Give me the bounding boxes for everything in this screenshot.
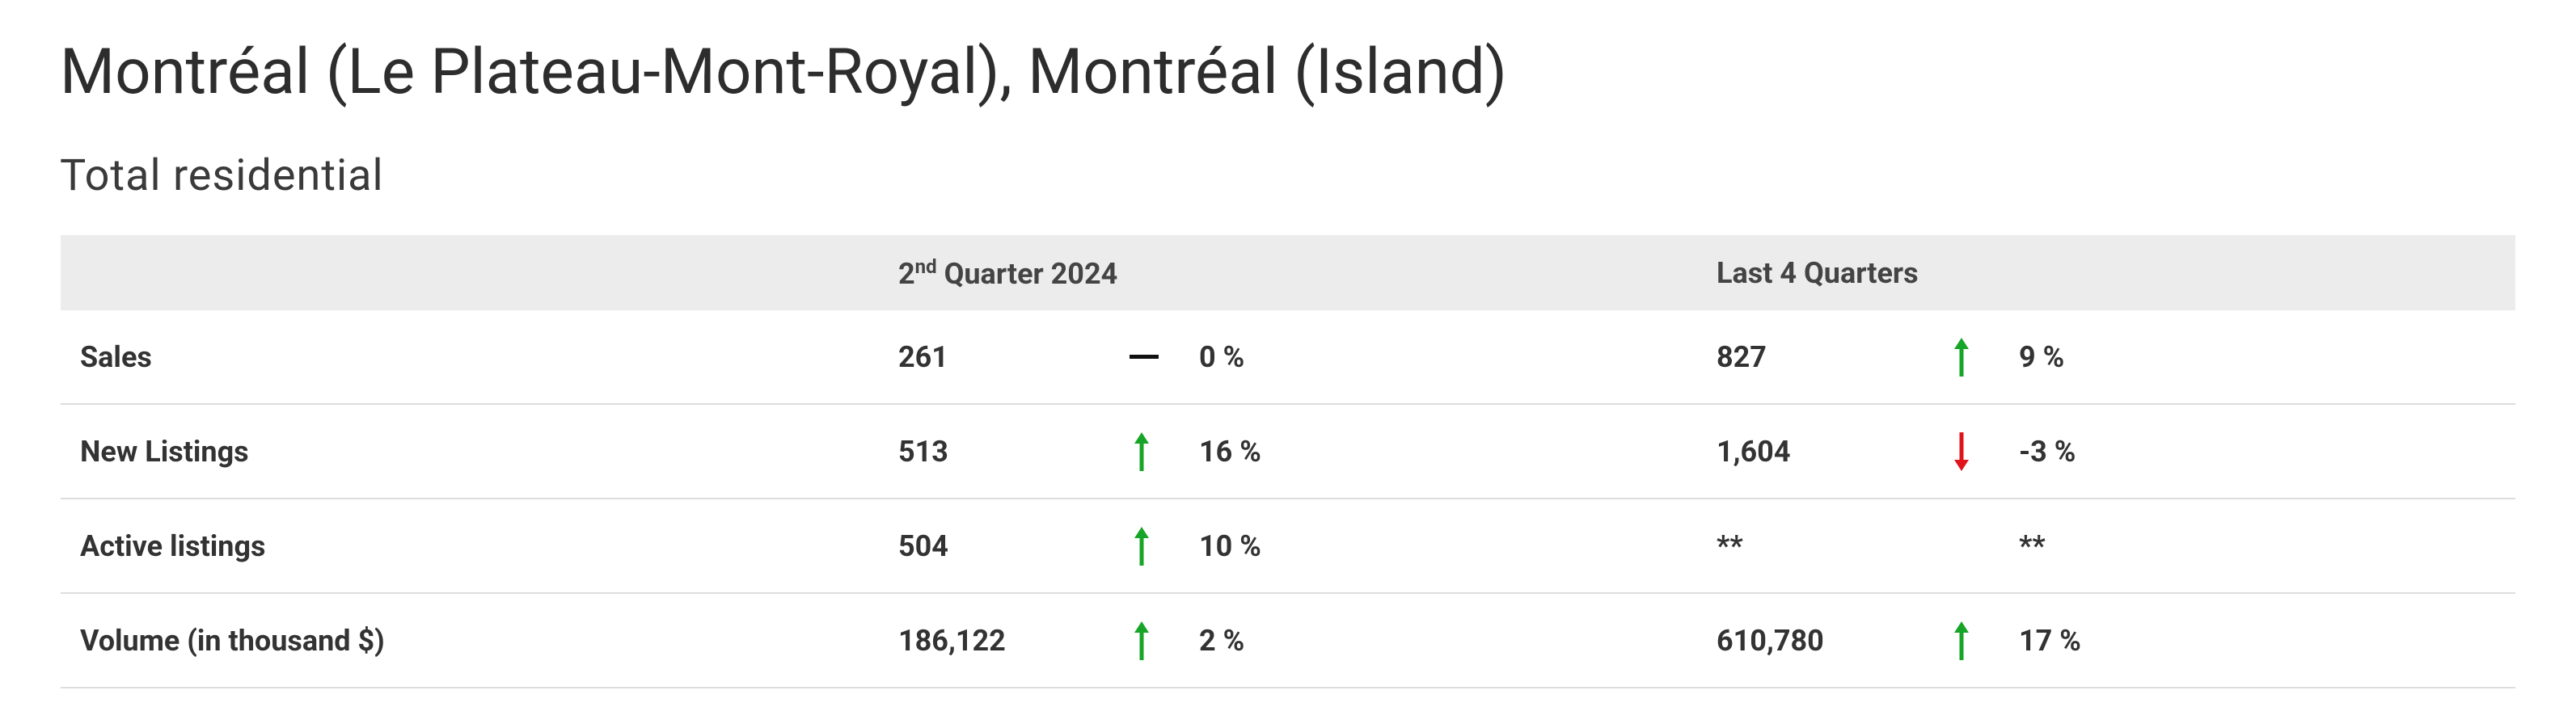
stats-table: 2nd Quarter 2024 Last 4 Quarters Sales 26… xyxy=(61,235,2515,688)
row-label: New Listings xyxy=(80,434,249,469)
page-title: Montréal (Le Plateau-Mont-Royal), Montré… xyxy=(60,36,1507,109)
table-row: Active listings 504 10 % ** ** xyxy=(61,499,2515,594)
cell-value: 186,122 xyxy=(898,623,1006,658)
trend-icon xyxy=(1954,621,1969,660)
row-label: Active listings xyxy=(80,528,266,563)
table-header: 2nd Quarter 2024 Last 4 Quarters xyxy=(61,235,2515,310)
row-label: Sales xyxy=(80,339,152,374)
cell-value: 827 xyxy=(1717,339,1767,374)
table-row: Volume (in thousand $) 186,122 2 % 610,780 1… xyxy=(61,594,2515,688)
cell-change: 9 % xyxy=(2019,339,2065,374)
cell-value: ** xyxy=(1717,528,1743,563)
cell-value: 261 xyxy=(898,339,948,374)
trend-icon xyxy=(1134,621,1149,660)
cell-change: 2 % xyxy=(1199,623,1245,658)
trend-icon xyxy=(1134,526,1149,566)
page-subtitle: Total residential xyxy=(60,150,384,201)
cell-change: 16 % xyxy=(1199,434,1261,469)
header-suffix: nd xyxy=(914,255,937,278)
trend-icon xyxy=(1130,354,1159,359)
column-header: 2nd Quarter 2024 xyxy=(898,255,1117,291)
cell-value: 504 xyxy=(898,528,948,563)
cell-value: 513 xyxy=(898,434,948,469)
cell-change: 0 % xyxy=(1199,339,1245,374)
table-row: New Listings 513 16 % 1,604 -3 % xyxy=(61,405,2515,499)
header-number: 2 xyxy=(898,256,915,291)
trend-icon xyxy=(1134,431,1149,471)
table-row: Sales 261 0 % 827 9 % xyxy=(61,310,2515,405)
cell-value: 610,780 xyxy=(1717,623,1824,658)
row-label: Volume (in thousand $) xyxy=(80,623,385,658)
trend-icon xyxy=(1954,337,1969,377)
cell-value: 1,604 xyxy=(1717,434,1791,469)
header-text: Quarter 2024 xyxy=(936,256,1118,291)
column-header: Last 4 Quarters xyxy=(1717,255,1919,290)
cell-change: 10 % xyxy=(1199,528,1261,563)
trend-icon xyxy=(1954,431,1969,471)
cell-change: -3 % xyxy=(2019,434,2076,469)
cell-change: ** xyxy=(2019,528,2046,563)
cell-change: 17 % xyxy=(2019,623,2081,658)
